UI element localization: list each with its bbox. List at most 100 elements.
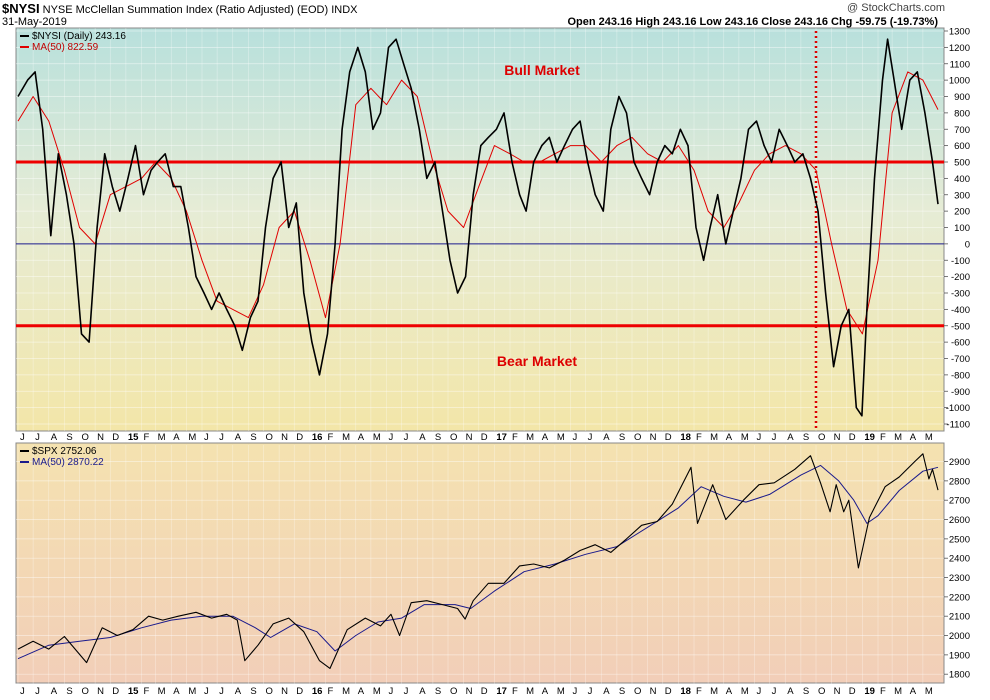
x-tick-label: J <box>573 686 578 697</box>
y-tick-label: -100 <box>951 256 970 267</box>
x-tick-label: 16 <box>312 432 323 443</box>
y-tick-label: -1000 <box>946 403 970 414</box>
x-tick-label: J <box>772 432 777 443</box>
x-tick-label: J <box>35 432 40 443</box>
x-tick-label: M <box>557 686 565 697</box>
x-tick-label: D <box>112 432 119 443</box>
x-tick-label: F <box>880 686 886 697</box>
x-tick-label: 19 <box>864 686 875 697</box>
y-tick-label: 300 <box>954 190 970 201</box>
x-tick-label: D <box>481 686 488 697</box>
x-tick-label: 15 <box>128 686 139 697</box>
y-tick-label: 2000 <box>949 631 970 642</box>
nysi-panel-bg <box>15 27 945 432</box>
x-tick-label: J <box>772 686 777 697</box>
x-tick-label: A <box>173 432 180 443</box>
x-tick-label: D <box>481 432 488 443</box>
y-tick-label: -500 <box>951 321 970 332</box>
y-tick-label: 2700 <box>949 496 970 507</box>
x-tick-label: A <box>51 432 58 443</box>
x-tick-label: A <box>910 686 917 697</box>
x-tick-label: M <box>741 432 749 443</box>
x-tick-label: S <box>619 686 625 697</box>
x-tick-label: J <box>219 432 224 443</box>
y-tick-label: 500 <box>954 158 970 169</box>
x-tick-label: M <box>373 686 381 697</box>
x-tick-label: A <box>542 432 549 443</box>
nysi-series-price <box>17 38 939 417</box>
x-tick-label: A <box>235 432 242 443</box>
x-tick-label: D <box>849 686 856 697</box>
x-tick-label: O <box>450 432 457 443</box>
x-tick-label: M <box>373 432 381 443</box>
credit-link[interactable]: @ StockCharts.com <box>847 2 945 14</box>
x-tick-label: A <box>419 686 426 697</box>
y-tick-label: 400 <box>954 174 970 185</box>
x-tick-label: J <box>389 432 394 443</box>
exchange: INDX <box>331 4 358 16</box>
x-tick-label: J <box>588 686 593 697</box>
x-tick-label: S <box>250 686 256 697</box>
x-tick-label: N <box>834 686 841 697</box>
x-tick-label: J <box>588 432 593 443</box>
x-tick-label: M <box>188 686 196 697</box>
x-tick-label: D <box>112 686 119 697</box>
x-tick-label: M <box>894 432 902 443</box>
x-tick-label: O <box>450 686 457 697</box>
nysi-legend-ma: MA(50) 822.59 <box>20 42 98 53</box>
x-tick-label: N <box>281 686 288 697</box>
chart-header: $NYSI NYSE McClellan Summation Index (Ra… <box>2 1 357 16</box>
x-tick-label: N <box>650 432 657 443</box>
x-tick-label: M <box>342 686 350 697</box>
y-tick-label: -900 <box>951 387 970 398</box>
spx-series-ma50 <box>17 464 939 660</box>
x-tick-label: F <box>512 432 518 443</box>
x-tick-label: M <box>894 686 902 697</box>
y-tick-label: 2500 <box>949 534 970 545</box>
y-tick-label: 1000 <box>949 76 970 87</box>
x-tick-label: A <box>726 432 733 443</box>
x-tick-label: M <box>557 432 565 443</box>
y-tick-label: -700 <box>951 354 970 365</box>
x-tick-label: S <box>66 432 72 443</box>
x-tick-label: A <box>419 432 426 443</box>
x-tick-label: J <box>35 686 40 697</box>
x-tick-label: O <box>818 686 825 697</box>
ohlc-readout: Open 243.16 High 243.16 Low 243.16 Close… <box>567 16 938 28</box>
x-tick-label: F <box>512 686 518 697</box>
x-tick-label: O <box>82 686 89 697</box>
y-tick-label: 1300 <box>949 27 970 38</box>
x-tick-label: S <box>803 686 809 697</box>
bear-market-label: Bear Market <box>497 353 577 369</box>
spx-gridlines <box>16 445 944 687</box>
x-tick-label: S <box>619 432 625 443</box>
y-tick-label: 200 <box>954 207 970 218</box>
x-tick-label: A <box>603 432 610 443</box>
y-tick-label: 1800 <box>949 670 970 681</box>
nysi-legend-series: $NYSI (Daily) 243.16 <box>20 31 126 42</box>
black-swatch-icon <box>20 450 29 453</box>
x-tick-label: 17 <box>496 686 507 697</box>
x-tick-label: J <box>573 432 578 443</box>
y-tick-label: -800 <box>951 370 970 381</box>
x-tick-label: N <box>97 432 104 443</box>
x-tick-label: S <box>435 686 441 697</box>
y-tick-label: 0 <box>965 239 970 250</box>
y-tick-label: 2300 <box>949 573 970 584</box>
x-tick-label: J <box>20 686 25 697</box>
x-tick-label: A <box>910 432 917 443</box>
x-tick-label: N <box>97 686 104 697</box>
y-tick-label: 100 <box>954 223 970 234</box>
x-tick-label: M <box>741 686 749 697</box>
x-tick-label: S <box>803 432 809 443</box>
black-swatch-icon <box>20 35 29 38</box>
y-tick-label: 1900 <box>949 650 970 661</box>
x-tick-label: A <box>787 432 794 443</box>
y-tick-label: 2600 <box>949 515 970 526</box>
x-tick-label: 17 <box>496 432 507 443</box>
x-tick-label: 16 <box>312 686 323 697</box>
x-tick-label: M <box>158 432 166 443</box>
x-tick-label: M <box>158 686 166 697</box>
y-tick-label: 800 <box>954 108 970 119</box>
spx-y-axis: 1800 1900 2000 2100 2200 2300 2400 2500 2600 2700… <box>944 457 970 681</box>
